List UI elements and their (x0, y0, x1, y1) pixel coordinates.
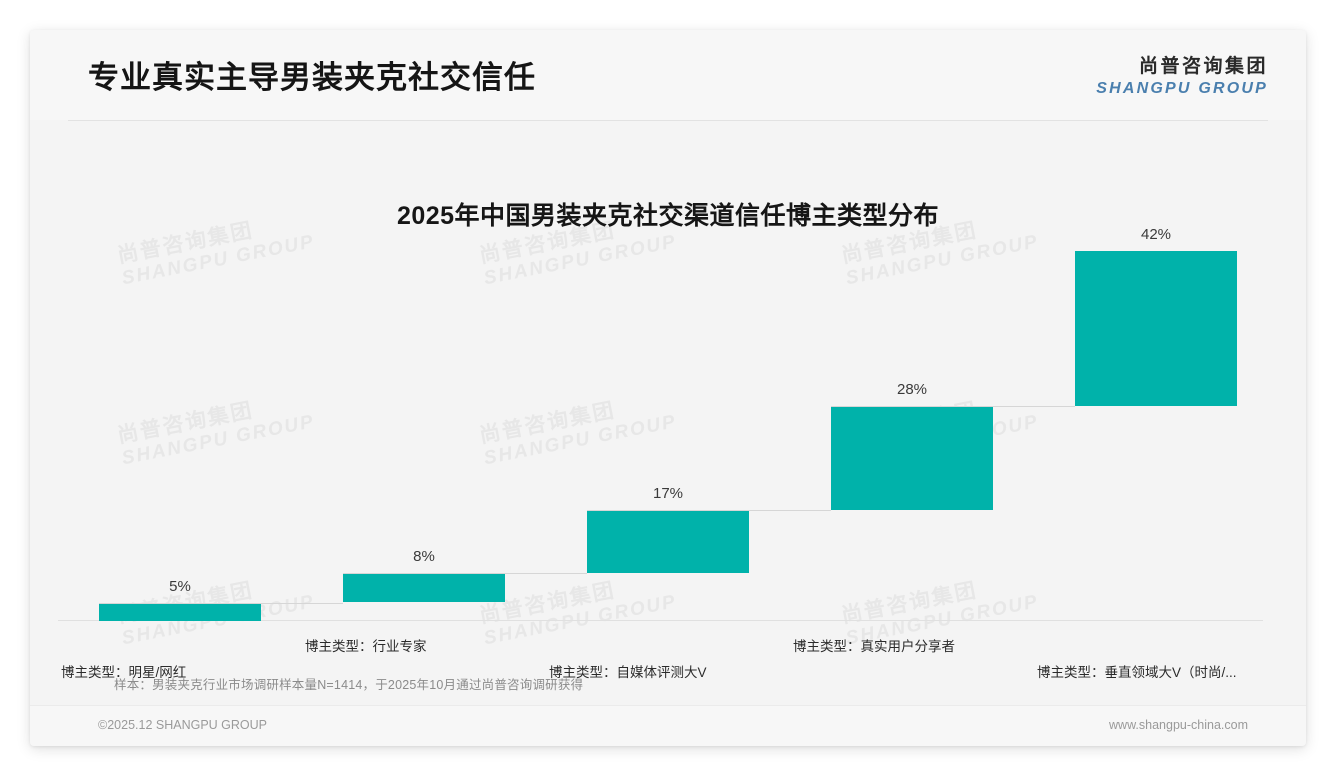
page-footer: ©2025.12 SHANGPU GROUP www.shangpu-china… (30, 705, 1306, 746)
bar-value-label: 8% (413, 547, 435, 565)
waterfall-connector (831, 406, 1075, 408)
waterfall-connector (343, 572, 587, 574)
waterfall-bar (343, 572, 505, 603)
axis-baseline (58, 620, 1263, 621)
page-header: 专业真实主导男装夹克社交信任 尚普咨询集团 SHANGPU GROUP (30, 30, 1306, 121)
waterfall-bar (1075, 251, 1237, 407)
brand-logo: 尚普咨询集团 SHANGPU GROUP (1096, 56, 1268, 99)
website-url[interactable]: www.shangpu-china.com (1109, 718, 1248, 732)
sample-note: 样本：男装夹克行业市场调研样本量N=1414，于2025年10月通过尚普咨询调研… (114, 678, 584, 692)
waterfall-plot: 5% 博主类型：明星/网红 8% 博主类型：行业专家 17% 博主类型：自媒体评测大V 28… (58, 226, 1278, 680)
waterfall-bar (99, 602, 261, 621)
bar-value-label: 28% (896, 381, 928, 399)
bar-value-label: 5% (169, 577, 191, 595)
waterfall-bar (587, 510, 749, 573)
waterfall-connector (99, 602, 343, 604)
bar-value-label: 17% (652, 485, 684, 502)
chart-area: 尚普咨询集团 SHANGPU GROUP 尚普咨询集团 SHANGPU GROU… (30, 121, 1306, 715)
page-title: 专业真实主导男装夹克社交信任 (88, 60, 536, 95)
category-label: 博主类型：自媒体评测大V (549, 665, 707, 680)
category-label: 博主类型：真实用户分享者 (793, 639, 955, 654)
waterfall-bar (831, 406, 993, 510)
category-label: 博主类型：行业专家 (305, 639, 427, 654)
chart-title: 2025年中国男装夹克社交渠道信任博主类型分布 (396, 202, 940, 230)
logo-chinese-text: 尚普咨询集团 (1138, 56, 1268, 77)
category-label: 博主类型：明星/网红 (61, 665, 187, 680)
bar-value-label: 42% (1140, 226, 1172, 243)
waterfall-connector (587, 510, 831, 511)
logo-english-text: SHANGPU GROUP (1096, 79, 1268, 97)
category-label: 博主类型：垂直领域大V（时尚/... (1037, 665, 1237, 680)
header-divider (68, 120, 1268, 121)
report-card: 专业真实主导男装夹克社交信任 尚普咨询集团 SHANGPU GROUP 尚普咨询… (30, 30, 1306, 746)
copyright-text: ©2025.12 SHANGPU GROUP (98, 718, 267, 732)
